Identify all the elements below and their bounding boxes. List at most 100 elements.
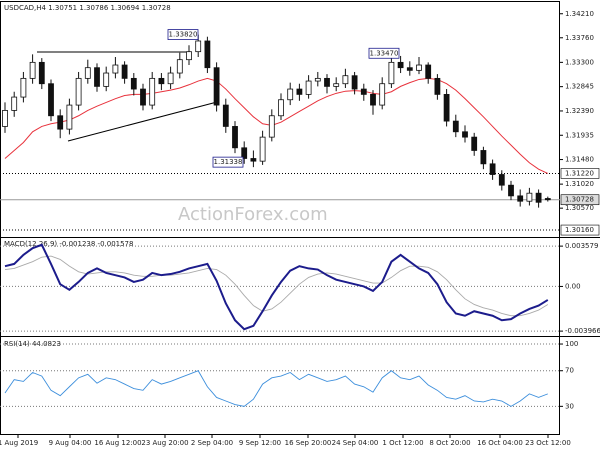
candle-body bbox=[176, 59, 183, 74]
indicator-line bbox=[4, 255, 549, 317]
annotation-box bbox=[167, 29, 199, 40]
candle-body bbox=[232, 126, 238, 149]
candle-body bbox=[20, 77, 27, 98]
candle-body bbox=[250, 158, 257, 162]
candle-body bbox=[360, 88, 367, 95]
y-tick-label: 1.32845 bbox=[565, 83, 594, 91]
y-tick-label: 0.00 bbox=[565, 282, 581, 290]
x-tick-label: 1 Aug 2019 bbox=[0, 439, 38, 447]
candle-body bbox=[535, 192, 542, 203]
candle-body bbox=[29, 61, 36, 79]
candle-body bbox=[296, 88, 303, 95]
candle-body bbox=[278, 99, 284, 117]
macd-title: MACD(12,26,9) -0.001238 -0.001578 bbox=[4, 240, 133, 248]
candle-body bbox=[268, 115, 275, 138]
y-tick-label: 30 bbox=[565, 402, 574, 410]
candle-body bbox=[94, 67, 100, 87]
candle-body bbox=[186, 51, 192, 61]
candle-body bbox=[140, 88, 146, 106]
annotation-box bbox=[212, 156, 244, 168]
x-tick-label: 23 Aug 20:00 bbox=[141, 439, 188, 447]
candle-body bbox=[342, 75, 349, 85]
y-tick-label: 1.34210 bbox=[565, 10, 594, 18]
candle-body bbox=[112, 64, 119, 74]
candle-body bbox=[324, 77, 330, 87]
level-box bbox=[560, 224, 600, 236]
annotation-label: 1.33470 bbox=[370, 49, 399, 57]
level-box bbox=[560, 194, 600, 206]
candle-body bbox=[38, 61, 45, 85]
candle-body bbox=[351, 75, 358, 90]
candle-body bbox=[57, 115, 64, 130]
trendline bbox=[67, 101, 218, 142]
candle-body bbox=[425, 64, 432, 79]
x-tick-label: 9 Aug 04:00 bbox=[49, 439, 92, 447]
candle-body bbox=[480, 150, 487, 165]
candle-body bbox=[130, 77, 137, 90]
candle-body bbox=[416, 64, 422, 71]
y-tick-label: 1.31480 bbox=[565, 156, 594, 164]
annotation-box bbox=[368, 47, 400, 59]
candle-body bbox=[434, 77, 441, 95]
moving-average bbox=[4, 77, 549, 174]
candle-body bbox=[213, 67, 220, 106]
candle-body bbox=[526, 192, 533, 202]
x-tick-label: 8 Oct 20:00 bbox=[429, 439, 470, 447]
y-tick-label: 100 bbox=[565, 340, 578, 348]
level-label: 1.30160 bbox=[565, 226, 594, 234]
x-tick-label: 16 Oct 04:00 bbox=[477, 439, 523, 447]
level-label: 1.30728 bbox=[565, 196, 594, 204]
y-tick-label: 1.30570 bbox=[565, 204, 594, 212]
candle-body bbox=[11, 96, 18, 111]
candle-body bbox=[48, 83, 54, 117]
candle-body bbox=[287, 88, 294, 101]
annotation-label: 1.31338 bbox=[214, 158, 243, 166]
x-tick-label: 2 Sep 04:00 bbox=[191, 439, 233, 447]
y-tick-label: 0.003579 bbox=[565, 242, 598, 250]
level-box bbox=[560, 168, 600, 179]
y-tick-label: 70 bbox=[565, 367, 574, 375]
candle-body bbox=[508, 184, 514, 197]
candle-body bbox=[195, 40, 202, 53]
candle-body bbox=[471, 136, 478, 151]
candle-body bbox=[406, 67, 413, 71]
y-tick-label: 1.33300 bbox=[565, 58, 594, 66]
candle-body bbox=[462, 131, 468, 138]
watermark: ActionForex.com bbox=[178, 204, 328, 225]
candle-body bbox=[489, 163, 496, 175]
x-tick-label: 16 Aug 12:00 bbox=[94, 439, 141, 447]
price-title: USDCAD,H4 1.30751 1.30786 1.30694 1.3072… bbox=[4, 4, 171, 12]
y-tick-label: -0.003966 bbox=[565, 327, 600, 335]
rsi-title: RSI(14) 44.0823 bbox=[4, 340, 61, 348]
y-tick-label: 1.31020 bbox=[565, 180, 594, 188]
candle-body bbox=[241, 147, 248, 159]
y-tick-label: 1.31935 bbox=[565, 131, 594, 139]
y-tick-label: 1.33760 bbox=[565, 34, 594, 42]
candle-body bbox=[222, 104, 229, 127]
level-label: 1.31220 bbox=[565, 169, 594, 177]
candle-body bbox=[149, 77, 156, 106]
candle-body bbox=[305, 80, 312, 95]
frame bbox=[0, 1, 560, 435]
candle-body bbox=[84, 67, 91, 79]
candle-body bbox=[75, 77, 82, 106]
candle-body bbox=[333, 83, 340, 87]
x-tick-label: 24 Sep 04:00 bbox=[332, 439, 379, 447]
candle-body bbox=[452, 120, 459, 133]
candle-body bbox=[498, 174, 505, 186]
indicator-line bbox=[4, 370, 548, 407]
candle-body bbox=[370, 93, 376, 106]
candle-body bbox=[2, 110, 8, 127]
candle-body bbox=[517, 195, 524, 202]
candle-body bbox=[66, 104, 73, 130]
candle-body bbox=[121, 64, 128, 79]
x-tick-label: 1 Oct 12:00 bbox=[382, 439, 423, 447]
candle-body bbox=[544, 198, 551, 201]
x-tick-label: 9 Sep 12:00 bbox=[239, 439, 281, 447]
candle-body bbox=[443, 93, 450, 122]
candle-body bbox=[314, 77, 321, 82]
candle-body bbox=[388, 61, 395, 85]
annotation-label: 1.33820 bbox=[169, 31, 198, 39]
candle-body bbox=[167, 72, 174, 85]
